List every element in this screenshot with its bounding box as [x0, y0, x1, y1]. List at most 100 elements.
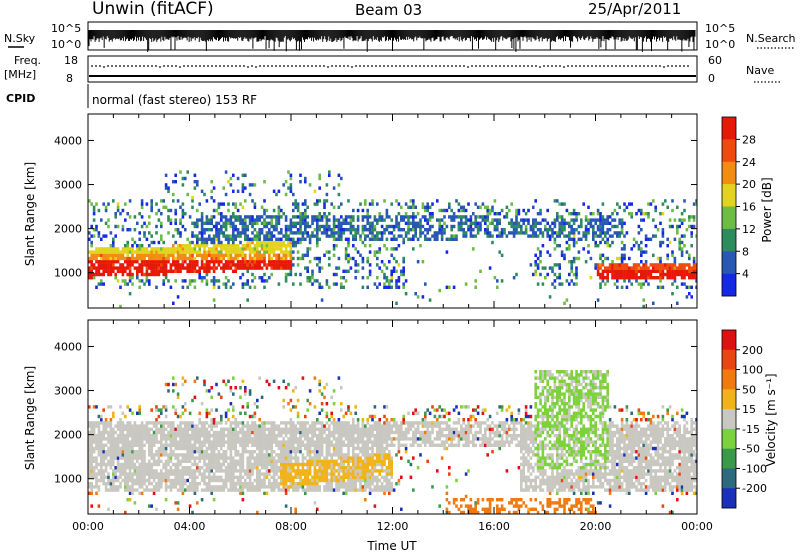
power-cell: [452, 237, 456, 241]
power-cell: [155, 202, 158, 206]
power-cell: [426, 218, 429, 222]
power-cell: [191, 269, 194, 273]
velocity-cell: [157, 446, 161, 451]
velocity-cell: [88, 482, 91, 486]
power-cell: [373, 253, 377, 257]
power-cell: [234, 266, 237, 270]
power-cell: [248, 183, 252, 187]
velocity-cell: [90, 421, 93, 425]
velocity-cell: [181, 427, 185, 431]
power-cell: [198, 269, 201, 273]
velocity-cell: [90, 462, 93, 467]
velocity-cell: [107, 507, 110, 511]
velocity-cell: [232, 488, 235, 492]
power-cell: [412, 224, 415, 229]
velocity-cell: [227, 379, 230, 383]
power-cell: [488, 212, 492, 216]
velocity-cell: [224, 434, 228, 438]
power-cell: [282, 266, 285, 270]
power-cell: [356, 224, 360, 229]
velocity-cell: [138, 446, 141, 451]
power-cell: [409, 228, 413, 232]
power-cell: [136, 247, 139, 251]
power-cell: [659, 221, 662, 225]
power-cell: [335, 244, 338, 248]
power-cell: [570, 266, 573, 270]
velocity-cell: [188, 469, 192, 473]
power-cell: [493, 228, 497, 232]
power-cell: [126, 263, 129, 267]
power-cell: [200, 253, 204, 257]
power-cell: [289, 240, 293, 245]
velocity-cell: [227, 440, 230, 444]
power-cell: [623, 272, 626, 277]
power-cell: [560, 250, 564, 254]
power-cell: [287, 224, 290, 229]
power-cell: [205, 253, 209, 257]
power-cell: [560, 231, 564, 235]
power-cell: [378, 266, 381, 270]
velocity-cell: [179, 427, 182, 431]
velocity-cell: [107, 405, 110, 409]
power-cell: [198, 276, 201, 280]
nave-dot: [547, 65, 549, 67]
power-cell: [88, 231, 91, 235]
power-cell: [172, 301, 175, 305]
power-cell: [534, 269, 537, 273]
power-cell: [656, 228, 660, 232]
power-cell: [368, 250, 372, 254]
power-cell: [217, 228, 221, 232]
velocity-cell: [251, 472, 254, 476]
power-cell: [486, 205, 489, 209]
velocity-cell: [109, 443, 113, 447]
power-cell: [109, 253, 113, 257]
power-cell: [344, 215, 348, 219]
velocity-cell: [232, 459, 235, 463]
velocity-cell: [256, 456, 259, 460]
power-cell: [220, 266, 223, 270]
power-cell: [678, 272, 681, 277]
velocity-cell: [215, 469, 218, 473]
power-cell: [553, 263, 557, 267]
velocity-cell: [224, 478, 228, 483]
velocity-cell: [128, 446, 132, 451]
power-cell: [167, 256, 170, 261]
power-cell: [157, 208, 161, 213]
power-cell: [426, 231, 429, 235]
power-cell: [342, 221, 345, 225]
power-cell: [539, 260, 542, 264]
power-cell: [109, 269, 113, 273]
power-cell: [296, 215, 300, 219]
velocity-cell: [181, 376, 185, 380]
power-cell: [263, 221, 266, 225]
power-cell: [203, 269, 206, 273]
power-cell: [337, 266, 341, 270]
power-cell: [179, 218, 182, 222]
nave-dot: [399, 65, 401, 67]
velocity-cell: [196, 488, 199, 492]
velocity-cell: [152, 456, 156, 460]
velocity-cell: [191, 443, 194, 447]
power-cell: [205, 240, 209, 245]
power-cell: [232, 240, 235, 245]
power-cell: [289, 176, 293, 181]
power-cell: [299, 218, 302, 222]
power-cell: [306, 221, 309, 225]
velocity-cell: [217, 466, 221, 470]
power-cell: [208, 260, 211, 264]
power-cell: [188, 256, 192, 261]
velocity-cell: [88, 443, 91, 447]
velocity-cell: [224, 421, 228, 425]
velocity-cell: [244, 430, 247, 435]
velocity-cell: [181, 478, 185, 483]
power-cell: [284, 263, 288, 267]
power-cell: [287, 260, 290, 264]
power-cell: [97, 250, 101, 254]
velocity-cell: [140, 459, 144, 463]
velocity-cell: [232, 462, 235, 467]
power-cell: [676, 228, 679, 232]
power-cell: [126, 244, 129, 248]
velocity-cell: [256, 440, 259, 444]
power-cell: [455, 237, 458, 241]
